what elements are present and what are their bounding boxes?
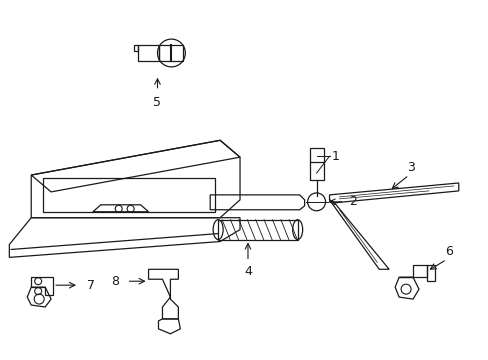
Text: 5: 5: [153, 96, 161, 109]
Text: 4: 4: [244, 265, 251, 278]
Text: 7: 7: [87, 279, 95, 292]
Text: 1: 1: [331, 150, 339, 163]
Text: 6: 6: [444, 245, 452, 258]
Text: 2: 2: [349, 195, 357, 208]
Text: 3: 3: [407, 161, 414, 174]
Text: 8: 8: [110, 275, 119, 288]
